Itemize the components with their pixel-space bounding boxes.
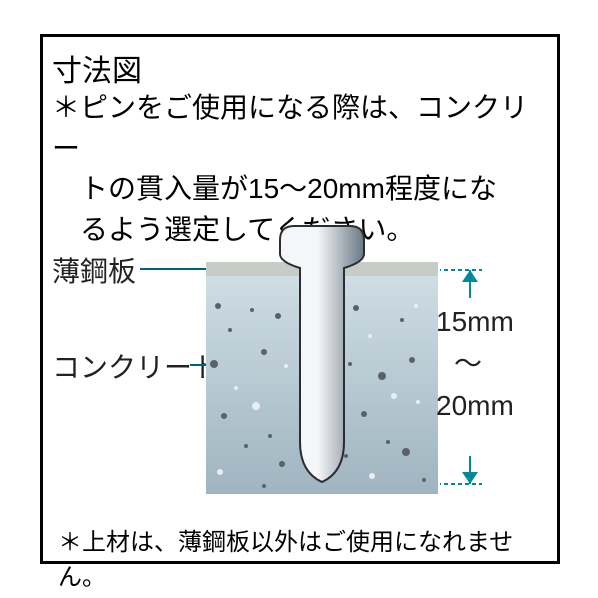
footnote-text: ＊上材は、薄鋼板以外はご使用になれません。: [58, 522, 558, 592]
dimension-text: 15mm ～ 20mm: [436, 301, 514, 427]
cross-section-diagram: 薄鋼板 コンクリート 15mm ～ 20mm: [40, 236, 560, 516]
diagram-title: 寸法図: [52, 46, 142, 90]
cross-section-svg: [206, 222, 438, 514]
dimension-upper: 15mm: [436, 301, 514, 343]
concrete-label: コンクリート: [52, 346, 220, 386]
dimension-lower: 20mm: [436, 385, 514, 427]
steel-plate-label: 薄鋼板: [52, 250, 136, 290]
note-line-2: トの貫入量が15～20mm程度にな: [52, 169, 552, 210]
dimension-mid: ～: [436, 343, 514, 385]
note-line-1: ＊ピンをご使用になる際は、コンクリー: [52, 88, 552, 169]
steel-leader-line: [140, 268, 206, 270]
